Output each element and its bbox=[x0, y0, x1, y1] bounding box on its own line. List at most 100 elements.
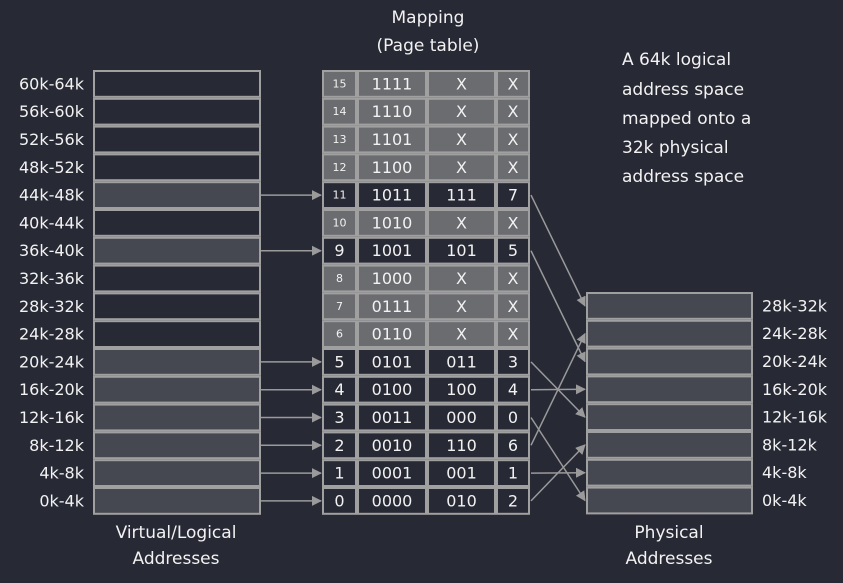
page-table-cell bbox=[427, 320, 496, 349]
frame-number: X bbox=[508, 325, 519, 344]
physical-range-label: 8k-12k bbox=[762, 435, 818, 454]
physical-frame-block bbox=[586, 458, 753, 487]
frame-number: 1 bbox=[508, 464, 518, 483]
frame-number: 3 bbox=[508, 352, 518, 371]
virtual-range-label: 28k-32k bbox=[19, 297, 85, 316]
physical-frame-block bbox=[586, 347, 753, 376]
page-number: 8 bbox=[336, 272, 343, 285]
page-bits: 1110 bbox=[372, 102, 413, 121]
page-bits: 1101 bbox=[372, 130, 413, 149]
page-number: 4 bbox=[334, 380, 344, 399]
page-table-cell bbox=[496, 70, 530, 98]
page-table-cell bbox=[496, 348, 530, 376]
page-table-cell bbox=[357, 375, 427, 404]
page-table-cell bbox=[322, 236, 357, 265]
page-table-cell bbox=[427, 459, 496, 488]
frame-bits: X bbox=[456, 158, 467, 177]
frame-bits: X bbox=[456, 297, 467, 316]
page-table-cell bbox=[496, 375, 530, 404]
virtual-range-label: 44k-48k bbox=[19, 186, 85, 205]
page-table-cell bbox=[322, 97, 357, 126]
page-bits: 0001 bbox=[372, 464, 413, 483]
frame-number: X bbox=[508, 213, 519, 232]
page-table-cell bbox=[427, 97, 496, 126]
page-table-cell bbox=[357, 348, 427, 376]
page-table-cell bbox=[357, 403, 427, 432]
page-table-cell bbox=[357, 264, 427, 293]
title-line-1: Mapping bbox=[391, 8, 465, 28]
virtual-range-label: 40k-44k bbox=[19, 213, 85, 232]
physical-frame-block bbox=[586, 375, 753, 404]
frame-bits: 101 bbox=[446, 241, 477, 260]
frame-bits: X bbox=[456, 213, 467, 232]
virtual-page-block bbox=[93, 292, 261, 321]
virtual-range-label: 48k-52k bbox=[19, 158, 85, 177]
virtual-range-label: 20k-24k bbox=[19, 352, 85, 371]
page-table-cell bbox=[496, 153, 530, 182]
page-number: 6 bbox=[336, 328, 343, 341]
virtual-page-block bbox=[93, 153, 261, 182]
page-table-cell bbox=[357, 431, 427, 460]
page-table-cell bbox=[322, 70, 357, 98]
page-bits: 1111 bbox=[372, 74, 413, 93]
page-number: 13 bbox=[333, 133, 347, 146]
page-table-cell bbox=[322, 320, 357, 349]
physical-range-label: 12k-16k bbox=[762, 408, 828, 427]
description-line-5: address space bbox=[622, 167, 745, 187]
virtual-range-label: 4k-8k bbox=[39, 464, 84, 483]
frame-bits: 010 bbox=[446, 491, 477, 510]
page-table-cell bbox=[357, 70, 427, 98]
page-table-cell bbox=[357, 459, 427, 488]
page-number: 11 bbox=[333, 189, 347, 202]
table-to-frame-arrow bbox=[530, 250, 586, 363]
virtual-range-label: 12k-16k bbox=[19, 408, 85, 427]
page-table-cell bbox=[427, 292, 496, 321]
virtual-page-block bbox=[93, 236, 261, 265]
page-table-cell bbox=[427, 487, 496, 515]
page-table-cell bbox=[357, 181, 427, 209]
page-table-cell bbox=[427, 348, 496, 376]
virtual-range-label: 52k-56k bbox=[19, 130, 85, 149]
page-table-cell bbox=[427, 70, 496, 98]
page-table-cell bbox=[496, 459, 530, 488]
frame-bits: X bbox=[456, 325, 467, 344]
page-table-cell bbox=[427, 403, 496, 432]
page-table-cell bbox=[357, 292, 427, 321]
page-table-cell bbox=[427, 153, 496, 182]
physical-label-line-2: Addresses bbox=[625, 549, 713, 569]
frame-number: X bbox=[508, 269, 519, 288]
frame-number: 5 bbox=[508, 241, 518, 260]
page-table-cell bbox=[496, 292, 530, 321]
page-table-cell bbox=[427, 431, 496, 460]
virtual-page-block bbox=[93, 403, 261, 432]
page-table-cell bbox=[427, 264, 496, 293]
page-number: 9 bbox=[334, 241, 344, 260]
frame-bits: 000 bbox=[446, 408, 477, 427]
virtual-range-label: 36k-40k bbox=[19, 241, 85, 260]
page-number: 12 bbox=[333, 161, 347, 174]
virtual-page-block bbox=[93, 125, 261, 154]
page-table-cell bbox=[322, 264, 357, 293]
page-number: 3 bbox=[334, 408, 344, 427]
page-table-cell bbox=[357, 153, 427, 182]
description-line-3: mapped onto a bbox=[622, 109, 752, 129]
physical-range-label: 0k-4k bbox=[762, 491, 807, 510]
page-table-cell bbox=[427, 375, 496, 404]
virtual-page-block bbox=[93, 459, 261, 488]
physical-frame-block bbox=[586, 431, 753, 459]
title-line-2: (Page table) bbox=[376, 36, 480, 56]
page-number: 7 bbox=[336, 300, 343, 313]
virtual-page-block bbox=[93, 97, 261, 126]
page-bits: 1000 bbox=[372, 269, 413, 288]
page-table-cell bbox=[427, 236, 496, 265]
page-number: 5 bbox=[334, 352, 344, 371]
frame-bits: 110 bbox=[446, 436, 477, 455]
virtual-page-block bbox=[93, 487, 261, 515]
page-table-cell bbox=[322, 459, 357, 488]
virtual-page-block bbox=[93, 181, 261, 209]
page-table-cell bbox=[496, 403, 530, 432]
page-bits: 0000 bbox=[372, 491, 413, 510]
physical-range-label: 28k-32k bbox=[762, 296, 828, 315]
frame-number: X bbox=[508, 130, 519, 149]
frame-bits: X bbox=[456, 269, 467, 288]
